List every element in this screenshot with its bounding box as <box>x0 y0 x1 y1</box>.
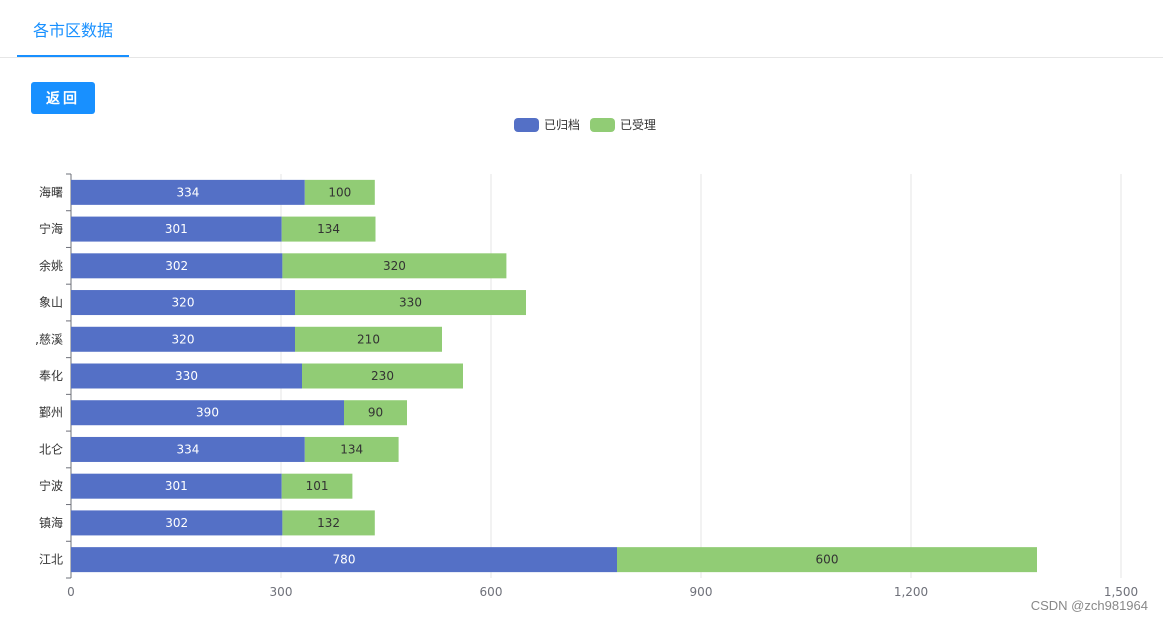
data-label-archived: 302 <box>165 259 188 273</box>
x-tick-label: 1,200 <box>894 585 928 599</box>
bar-archived <box>71 253 283 279</box>
bar-archived <box>71 436 305 462</box>
y-category-label: 北仑 <box>39 442 63 456</box>
data-label-archived: 390 <box>196 406 219 420</box>
data-label-accepted: 134 <box>317 222 340 236</box>
data-label-archived: 330 <box>175 369 198 383</box>
y-category-label: 宁波 <box>39 478 63 493</box>
x-tick-label: 900 <box>690 585 713 599</box>
bar-accepted <box>295 290 526 316</box>
bar-archived <box>71 400 344 426</box>
data-label-archived: 301 <box>165 222 188 236</box>
data-label-accepted: 90 <box>368 406 383 420</box>
legend-item[interactable]: 已受理 <box>590 118 656 132</box>
bar-archived <box>71 547 617 573</box>
data-label-archived: 334 <box>176 185 199 199</box>
x-tick-label: 300 <box>270 585 293 599</box>
x-tick-label: 600 <box>480 585 503 599</box>
y-category-label: 海曙 <box>39 184 63 199</box>
y-category-label: 宁海 <box>39 221 63 236</box>
data-label-accepted: 320 <box>383 259 406 273</box>
bar-archived <box>71 179 305 205</box>
bar-archived <box>71 216 282 242</box>
data-label-accepted: 132 <box>317 516 340 530</box>
bar-archived <box>71 290 295 316</box>
x-tick-label: 0 <box>67 585 75 599</box>
y-category-label: 鄞州 <box>39 406 63 420</box>
bar-accepted <box>304 179 375 205</box>
data-label-archived: 320 <box>172 332 195 346</box>
bar-accepted <box>302 363 463 389</box>
data-label-archived: 780 <box>333 553 356 567</box>
legend-label: 已归档 <box>544 118 580 132</box>
data-label-archived: 320 <box>172 296 195 310</box>
y-category-label: ,慈溪 <box>35 331 63 346</box>
legend-item[interactable]: 已归档 <box>514 118 580 132</box>
tab-city-data[interactable]: 各市区数据 <box>17 0 129 57</box>
y-category-label: 镇海 <box>39 515 63 530</box>
x-tick-label: 1,500 <box>1104 585 1138 599</box>
bar-accepted <box>281 216 376 242</box>
bar-accepted <box>282 253 507 279</box>
data-label-accepted: 100 <box>328 185 351 199</box>
bar-accepted <box>282 510 375 536</box>
data-label-accepted: 600 <box>816 553 839 567</box>
bar-accepted <box>344 400 407 426</box>
data-label-accepted: 330 <box>399 296 422 310</box>
bar-accepted <box>617 547 1037 573</box>
y-category-label: 江北 <box>39 553 63 567</box>
bar-accepted <box>281 473 353 499</box>
y-category-label: 奉化 <box>39 369 63 383</box>
data-label-accepted: 230 <box>371 369 394 383</box>
legend-swatch <box>514 118 539 132</box>
y-category-label: 余姚 <box>39 258 63 273</box>
bar-archived <box>71 363 302 389</box>
bar-archived <box>71 473 282 499</box>
watermark: CSDN @zch981964 <box>1030 598 1148 613</box>
legend-swatch <box>590 118 615 132</box>
data-label-accepted: 210 <box>357 332 380 346</box>
data-label-archived: 334 <box>176 442 199 456</box>
tab-bar: 各市区数据 <box>0 0 1163 58</box>
back-button[interactable]: 返回 <box>31 82 95 114</box>
data-label-archived: 301 <box>165 479 188 493</box>
bar-accepted <box>304 436 399 462</box>
data-label-archived: 302 <box>165 516 188 530</box>
legend-label: 已受理 <box>620 118 656 132</box>
y-category-label: 象山 <box>39 296 63 310</box>
data-label-accepted: 101 <box>306 479 329 493</box>
bar-accepted <box>295 326 442 352</box>
data-label-accepted: 134 <box>340 442 363 456</box>
bar-archived <box>71 326 295 352</box>
bar-archived <box>71 510 283 536</box>
